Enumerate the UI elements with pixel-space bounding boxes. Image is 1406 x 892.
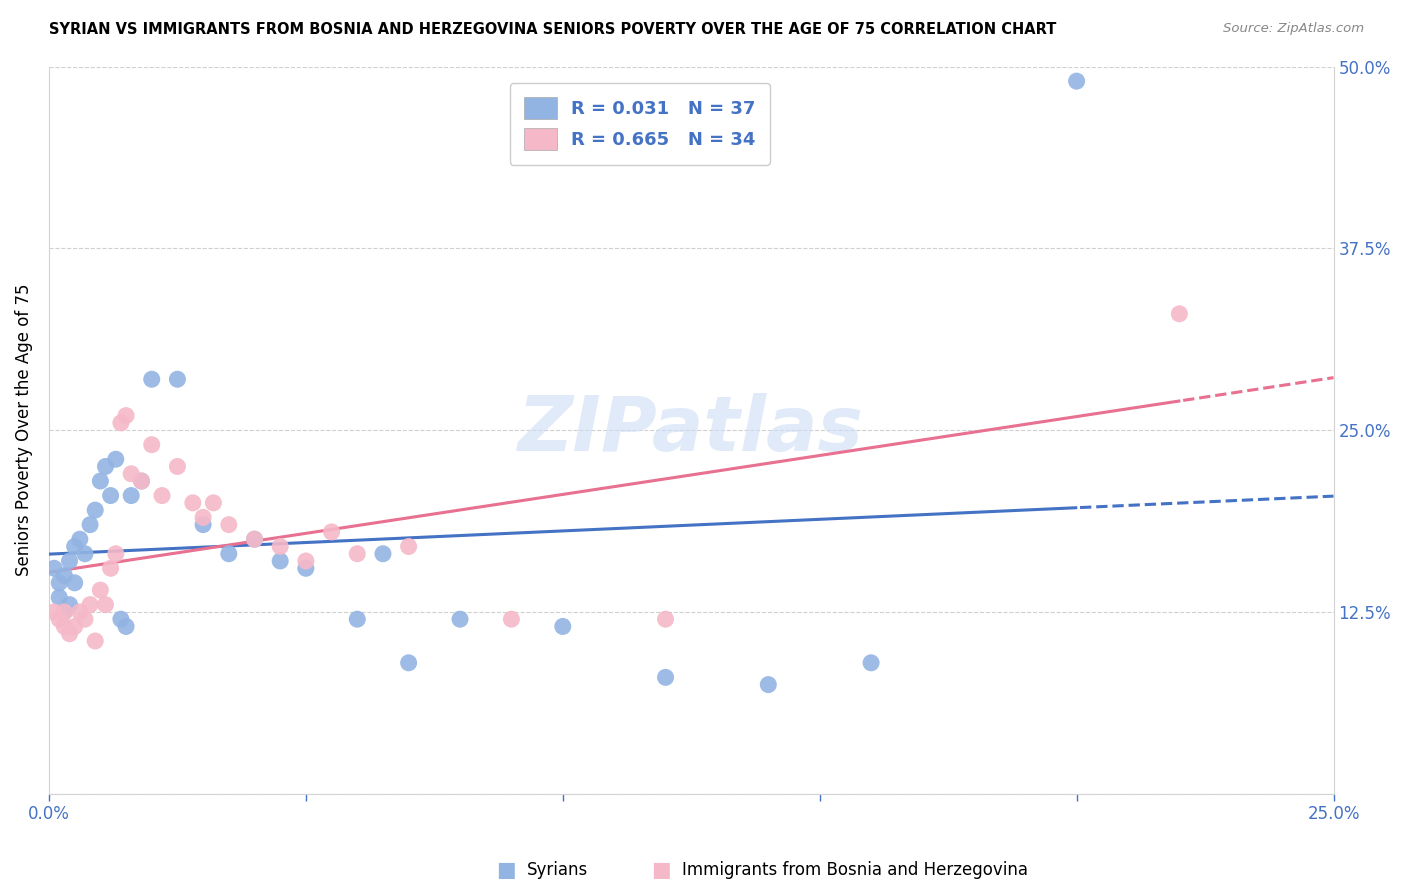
- Point: [269, 554, 291, 568]
- Point: [104, 452, 127, 467]
- Point: [131, 474, 153, 488]
- Point: [79, 517, 101, 532]
- Point: [269, 540, 291, 554]
- Point: [110, 612, 132, 626]
- Point: [94, 459, 117, 474]
- Point: [73, 612, 96, 626]
- Point: [42, 561, 65, 575]
- Point: [69, 605, 91, 619]
- Text: ■: ■: [651, 860, 671, 880]
- Text: ZIPatlas: ZIPatlas: [519, 393, 865, 467]
- Point: [191, 517, 214, 532]
- Point: [218, 547, 240, 561]
- Point: [100, 489, 122, 503]
- Point: [48, 612, 70, 626]
- Text: SYRIAN VS IMMIGRANTS FROM BOSNIA AND HERZEGOVINA SENIORS POVERTY OVER THE AGE OF: SYRIAN VS IMMIGRANTS FROM BOSNIA AND HER…: [49, 22, 1056, 37]
- Point: [53, 619, 76, 633]
- Point: [551, 619, 574, 633]
- Point: [53, 605, 76, 619]
- Point: [449, 612, 471, 626]
- Point: [501, 612, 523, 626]
- Point: [166, 372, 188, 386]
- Point: [346, 612, 368, 626]
- Point: [1168, 307, 1191, 321]
- Point: [398, 656, 420, 670]
- Y-axis label: Seniors Poverty Over the Age of 75: Seniors Poverty Over the Age of 75: [15, 284, 32, 576]
- Point: [371, 547, 394, 561]
- Point: [63, 575, 86, 590]
- Point: [1066, 74, 1088, 88]
- Point: [654, 670, 676, 684]
- Point: [53, 568, 76, 582]
- Point: [63, 540, 86, 554]
- Point: [89, 583, 111, 598]
- Point: [654, 612, 676, 626]
- Point: [58, 626, 80, 640]
- Point: [84, 503, 107, 517]
- Point: [58, 598, 80, 612]
- Point: [150, 489, 173, 503]
- Point: [321, 524, 343, 539]
- Point: [115, 409, 138, 423]
- Point: [48, 591, 70, 605]
- Point: [115, 619, 138, 633]
- Point: [79, 598, 101, 612]
- Text: Immigrants from Bosnia and Herzegovina: Immigrants from Bosnia and Herzegovina: [682, 861, 1028, 879]
- Point: [42, 605, 65, 619]
- Point: [141, 438, 163, 452]
- Point: [73, 547, 96, 561]
- Point: [131, 474, 153, 488]
- Point: [202, 496, 225, 510]
- Text: ■: ■: [496, 860, 516, 880]
- Point: [346, 547, 368, 561]
- Point: [398, 540, 420, 554]
- Point: [141, 372, 163, 386]
- Point: [94, 598, 117, 612]
- Point: [181, 496, 204, 510]
- Point: [756, 678, 779, 692]
- Point: [295, 561, 318, 575]
- Point: [860, 656, 883, 670]
- Point: [166, 459, 188, 474]
- Point: [69, 532, 91, 546]
- Point: [104, 547, 127, 561]
- Point: [58, 554, 80, 568]
- Point: [191, 510, 214, 524]
- Text: Source: ZipAtlas.com: Source: ZipAtlas.com: [1223, 22, 1364, 36]
- Point: [120, 467, 142, 481]
- Text: Syrians: Syrians: [527, 861, 589, 879]
- Point: [243, 532, 266, 546]
- Legend: R = 0.031   N = 37, R = 0.665   N = 34: R = 0.031 N = 37, R = 0.665 N = 34: [510, 83, 770, 165]
- Point: [120, 489, 142, 503]
- Point: [63, 619, 86, 633]
- Point: [48, 575, 70, 590]
- Point: [53, 605, 76, 619]
- Point: [110, 416, 132, 430]
- Point: [218, 517, 240, 532]
- Point: [100, 561, 122, 575]
- Point: [89, 474, 111, 488]
- Point: [295, 554, 318, 568]
- Point: [84, 634, 107, 648]
- Point: [243, 532, 266, 546]
